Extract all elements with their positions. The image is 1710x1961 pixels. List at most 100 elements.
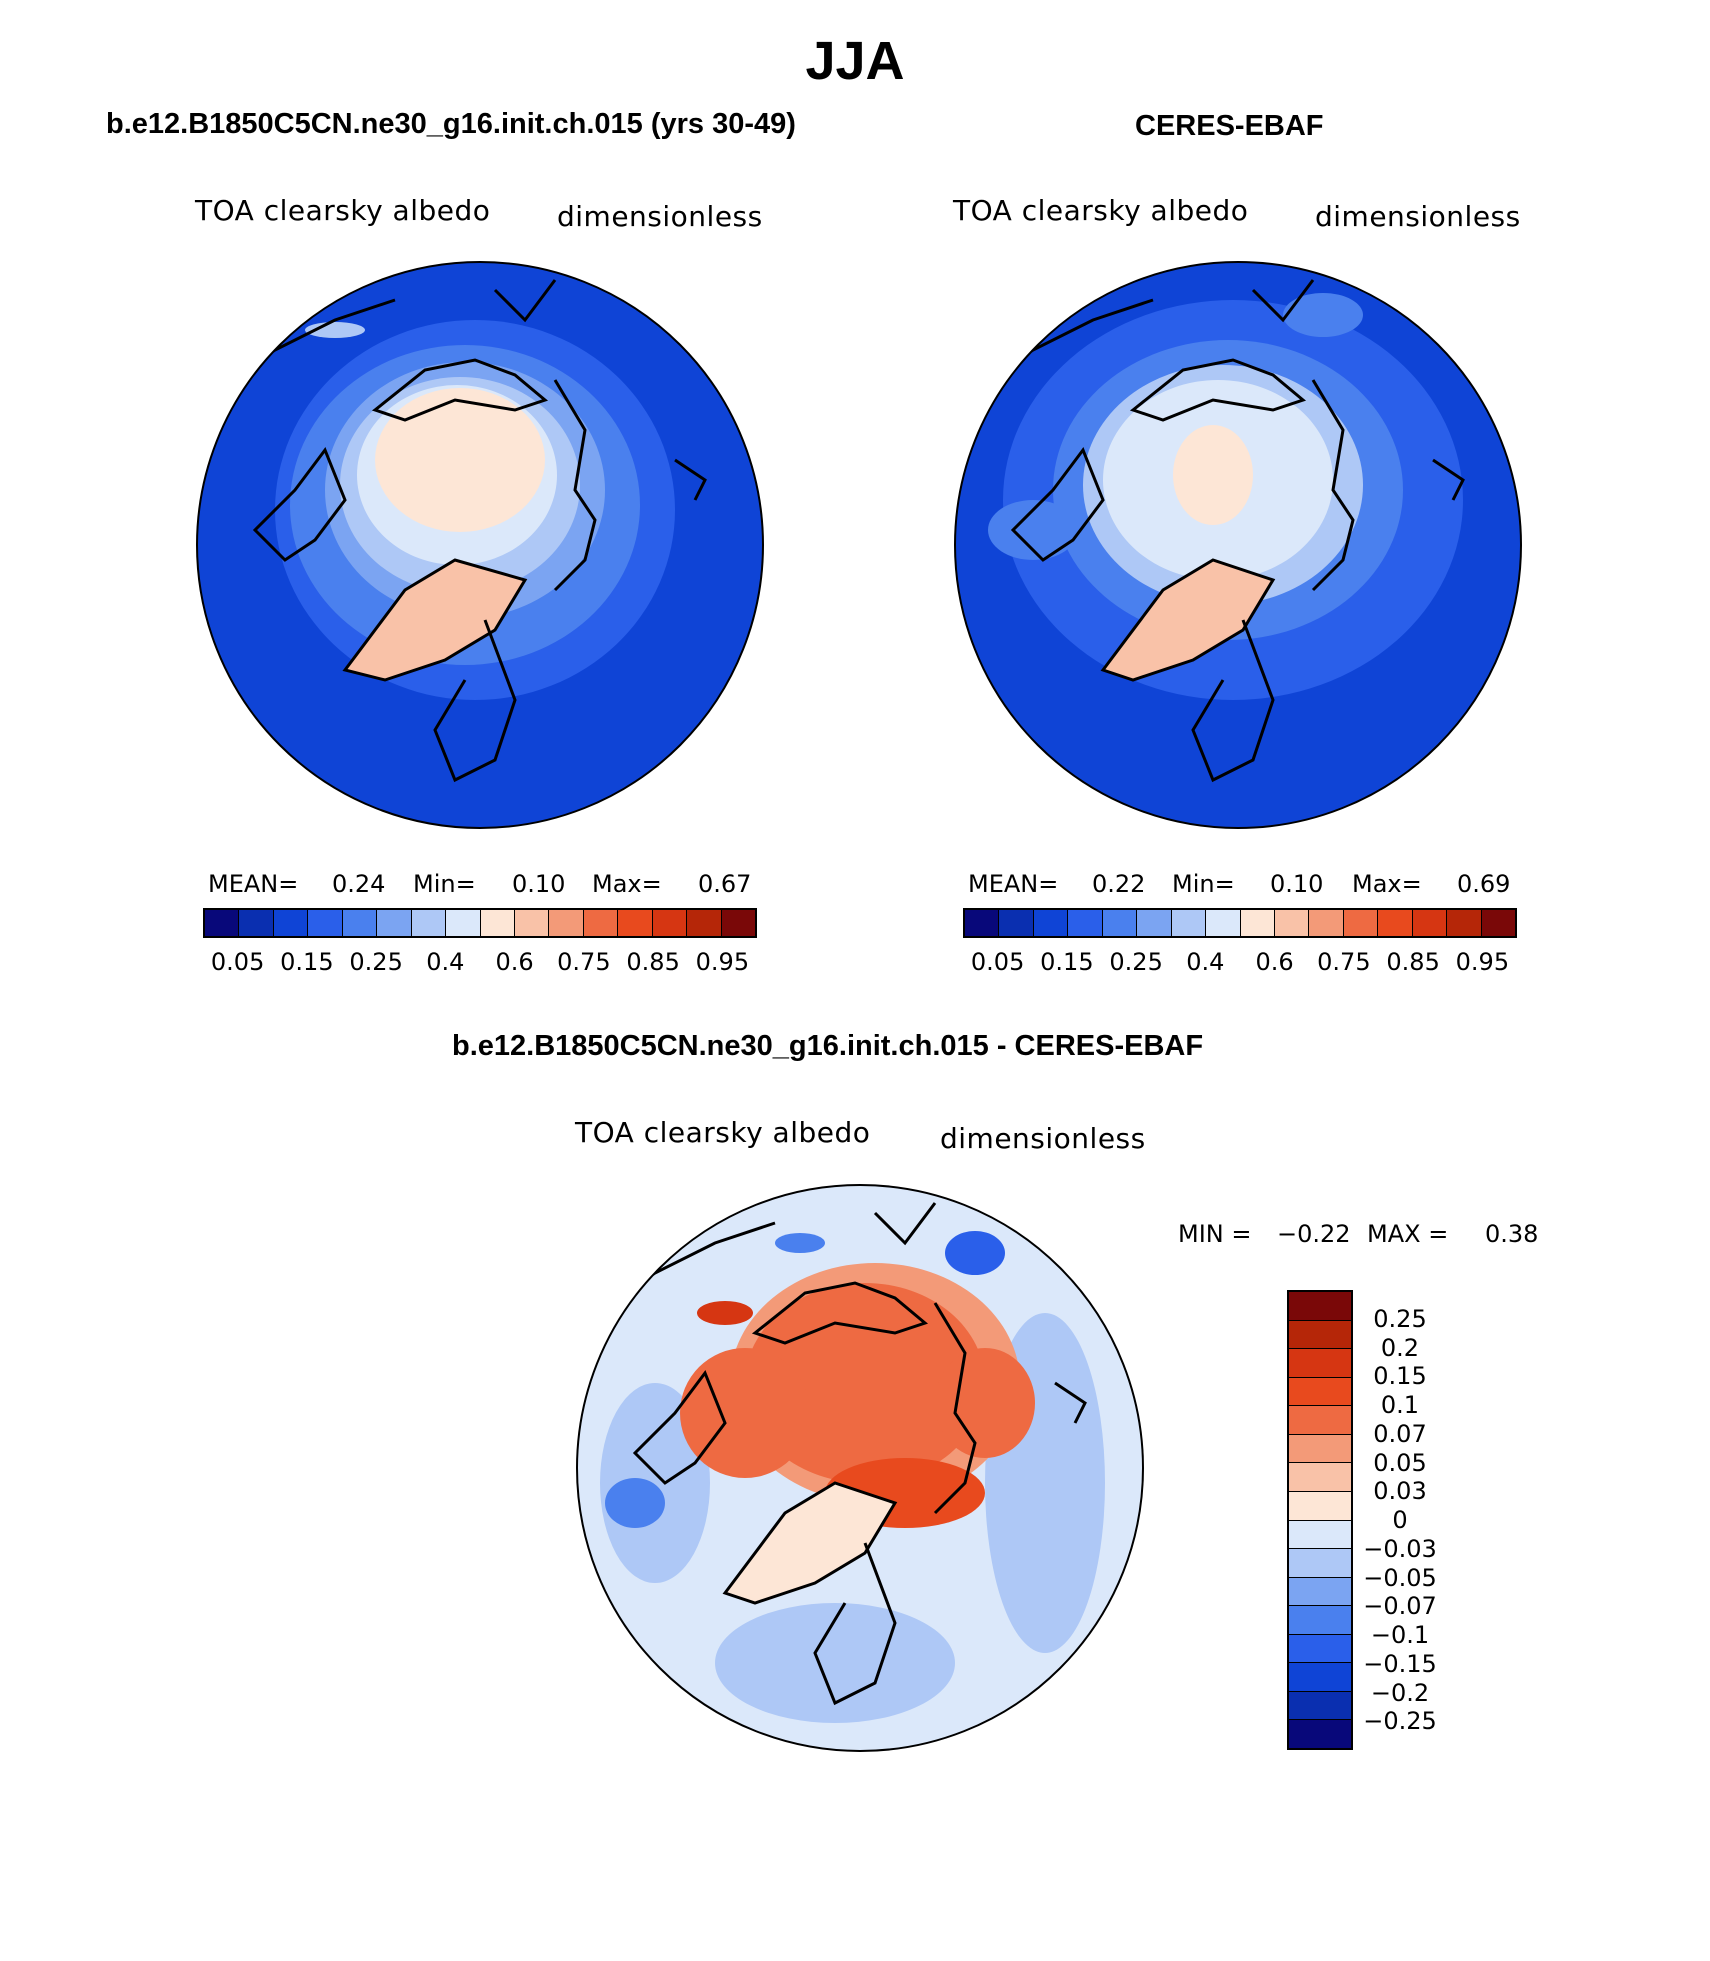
panel3-colorbar-box (1289, 1292, 1351, 1321)
panel1-mean-label: MEAN= (208, 870, 299, 898)
panel1-colorbar-tick-label: 0.05 (210, 948, 265, 976)
panel2-variable: TOA clearsky albedo (953, 194, 1249, 227)
panel3-colorbar-box (1289, 1320, 1351, 1350)
panel3-colorbar-box (1289, 1349, 1351, 1378)
panel3-colorbar-tick-label: −0.1 (1370, 1621, 1430, 1649)
panel1-colorbar-box (549, 910, 584, 936)
panel3-colorbar-tick-label: 0.03 (1373, 1477, 1427, 1506)
panel3-colorbar-tick-label: 0.07 (1373, 1419, 1427, 1448)
panel1-colorbar-box (652, 910, 688, 936)
panel3-max-value: 0.38 (1485, 1220, 1539, 1248)
panel3-colorbar-tick-label: −0.05 (1363, 1563, 1437, 1592)
panel2-colorbar-box (1481, 910, 1515, 936)
panel2-colorbar-box (1412, 910, 1448, 936)
panel1-colorbar-tick-label: 0.75 (557, 948, 611, 976)
panel3-colorbar-tick-label: 0.05 (1373, 1448, 1427, 1477)
panel2-colorbar-box (1378, 910, 1413, 936)
figure-title: JJA (805, 31, 905, 91)
panel2-colorbar-box (1206, 910, 1241, 936)
panel1-max-label: Max= (592, 870, 662, 898)
panel1-colorbar-box (308, 910, 343, 936)
panel1-units: dimensionless (557, 200, 763, 233)
panel1-title: b.e12.B1850C5CN.ne30_g16.init.ch.015 (yr… (106, 108, 796, 140)
panel3-colorbar-tick-label: 0.15 (1373, 1362, 1427, 1391)
panel3-polar-map (576, 1184, 1144, 1752)
panel1-colorbar-box (618, 910, 653, 936)
panel2-colorbar-tick-label: 0.05 (970, 948, 1025, 976)
panel2-colorbar-box (999, 910, 1034, 936)
panel3-colorbar-box (1289, 1549, 1351, 1578)
panel1-colorbar-box (514, 910, 550, 936)
panel2-colorbar-tick-label: 0.75 (1317, 948, 1371, 976)
panel2-colorbar-tick-label: 0.15 (1040, 948, 1094, 976)
panel3-colorbar-tick-label: 0 (1392, 1506, 1408, 1534)
panel3-colorbar-box (1289, 1463, 1351, 1492)
panel1-colorbar (203, 908, 757, 938)
panel3-colorbar-tick-label: −0.25 (1363, 1707, 1437, 1736)
panel2-colorbar-box (1033, 910, 1069, 936)
panel2-colorbar-tick-label: 0.85 (1386, 948, 1440, 976)
panel3-colorbar-tick-label: −0.07 (1363, 1592, 1437, 1621)
panel2-colorbar-box (1447, 910, 1482, 936)
panel2-min-value: 0.10 (1270, 870, 1324, 898)
panel1-colorbar-tick-label: 0.25 (349, 948, 403, 976)
panel3-colorbar-box (1289, 1406, 1351, 1435)
panel3-colorbar-box (1289, 1720, 1351, 1748)
panel2-colorbar-box (1102, 910, 1138, 936)
panel3-colorbar-tick-label: −0.03 (1363, 1534, 1437, 1563)
panel1-colorbar-box (377, 910, 412, 936)
panel3-colorbar-box (1289, 1491, 1351, 1521)
panel1-colorbar-box (342, 910, 378, 936)
panel2-mean-value: 0.22 (1092, 870, 1146, 898)
panel2-colorbar-box (1240, 910, 1275, 936)
panel1-mean-value: 0.24 (332, 870, 386, 898)
panel2-max-value: 0.69 (1457, 870, 1511, 898)
panel1-colorbar-box (273, 910, 309, 936)
panel3-colorbar-box (1289, 1377, 1351, 1407)
panel2-colorbar-tick-label: 0.6 (1255, 948, 1294, 976)
panel2-colorbar-box (1137, 910, 1172, 936)
panel1-max-value: 0.67 (698, 870, 752, 898)
panel1-colorbar-box (411, 910, 447, 936)
panel1-colorbar-box (446, 910, 481, 936)
panel2-colorbar-box (1171, 910, 1207, 936)
panel3-colorbar-tick-label: −0.2 (1370, 1678, 1430, 1707)
panel1-colorbar-box (583, 910, 619, 936)
panel1-colorbar-tick-label: 0.6 (495, 948, 534, 976)
panel3-colorbar-box (1289, 1577, 1351, 1607)
panel2-colorbar-box (1274, 910, 1310, 936)
panel2-mean-label: MEAN= (968, 870, 1059, 898)
panel2-colorbar-tick-label: 0.4 (1186, 948, 1225, 976)
panel1-colorbar-box (687, 910, 722, 936)
panel2-units: dimensionless (1315, 200, 1521, 233)
panel1-colorbar-tick-label: 0.15 (280, 948, 334, 976)
panel2-colorbar-tick-label: 0.95 (1455, 948, 1510, 976)
panel3-colorbar-box (1289, 1520, 1351, 1550)
panel3-colorbar-box (1289, 1606, 1351, 1635)
panel1-colorbar-box (480, 910, 515, 936)
panel3-colorbar (1287, 1290, 1353, 1750)
panel1-colorbar-box (205, 910, 240, 936)
panel1-colorbar-tick-label: 0.85 (626, 948, 680, 976)
panel1-variable: TOA clearsky albedo (195, 194, 491, 227)
panel3-colorbar-tick-label: 0.25 (1373, 1304, 1427, 1333)
panel3-max-label: MAX = (1367, 1220, 1449, 1248)
panel2-min-label: Min= (1172, 870, 1235, 898)
panel3-min-label: MIN = (1178, 1220, 1252, 1248)
panel2-max-label: Max= (1352, 870, 1422, 898)
panel3-units: dimensionless (940, 1122, 1146, 1155)
panel2-colorbar (963, 908, 1517, 938)
panel3-colorbar-box (1289, 1691, 1351, 1721)
panel1-colorbar-tick-label: 0.4 (426, 948, 465, 976)
panel3-colorbar-box (1289, 1434, 1351, 1464)
panel3-min-value: −0.22 (1277, 1220, 1351, 1248)
panel3-colorbar-tick-label: 0.2 (1380, 1333, 1420, 1362)
panel2-colorbar-box (1343, 910, 1379, 936)
panel3-title: b.e12.B1850C5CN.ne30_g16.init.ch.015 - C… (452, 1030, 1204, 1062)
panel1-colorbar-tick-label: 0.95 (695, 948, 750, 976)
panel2-polar-map (954, 261, 1522, 829)
panel2-colorbar-box (1309, 910, 1344, 936)
panel3-colorbar-tick-label: −0.15 (1363, 1649, 1437, 1678)
panel1-colorbar-box (721, 910, 755, 936)
panel1-colorbar-box (239, 910, 274, 936)
